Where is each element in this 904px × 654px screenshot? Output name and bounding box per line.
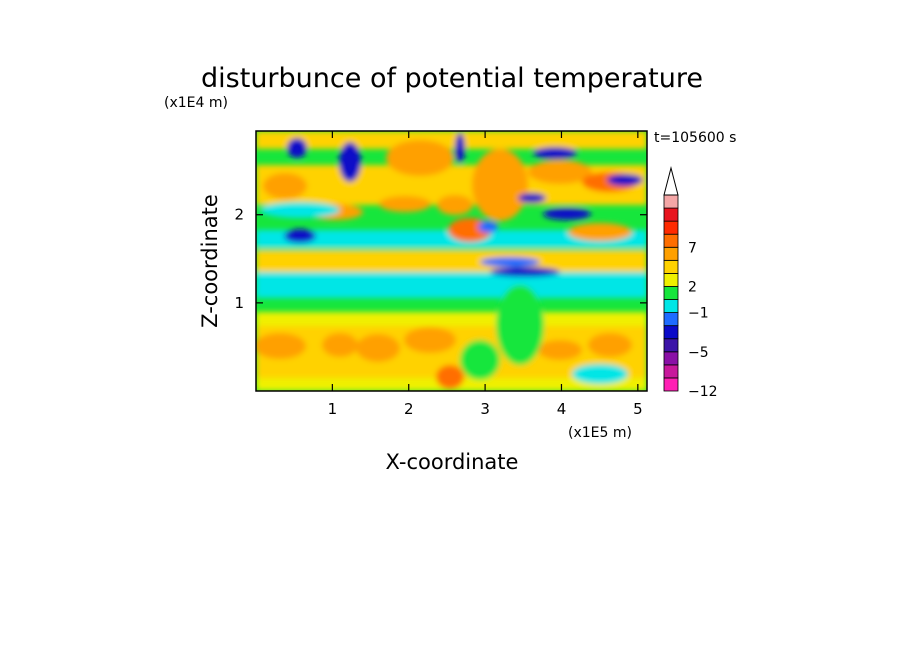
colorbar-swatch [663, 233, 679, 248]
colorbar-swatch [663, 377, 679, 392]
field-blob [404, 327, 456, 353]
colorbar-swatch [663, 259, 679, 274]
field-blob [356, 334, 400, 362]
y-tick-label: 1 [234, 294, 244, 312]
field-blob [528, 160, 592, 184]
field-band [256, 312, 647, 326]
field-blob [480, 257, 540, 267]
field-blob [490, 267, 560, 277]
colorbar-tick-label: −12 [688, 384, 718, 400]
field-blob [460, 340, 500, 380]
colorbar-swatch [663, 207, 679, 222]
x-tick-label: 1 [328, 400, 338, 418]
x-tick-label: 3 [480, 400, 490, 418]
colorbar-swatch [663, 194, 679, 209]
field-blob [543, 208, 591, 220]
colorbar-swatch [663, 286, 679, 300]
colorbar-swatch [663, 272, 679, 287]
colorbar-swatch [663, 220, 679, 235]
colorbar-tick-label: −1 [688, 306, 709, 322]
field-blob [478, 221, 498, 233]
colorbar-swatch [663, 325, 679, 340]
colorbar-extend-arrow [663, 166, 679, 196]
colorbar: 7 2 −1 −5 −12 [663, 166, 718, 400]
x-unit-label: (x1E5 m) [568, 425, 632, 441]
contour-field [256, 131, 647, 391]
field-blob [263, 173, 307, 199]
field-blob [386, 140, 454, 176]
colorbar-swatch [663, 299, 679, 313]
field-blob [437, 195, 473, 215]
field-blob [284, 229, 316, 243]
field-blob [436, 365, 464, 389]
y-axis-label: Z-coordinate [198, 194, 222, 328]
x-axis: 1 2 3 4 5 [328, 131, 643, 418]
x-tick-label: 2 [404, 400, 414, 418]
field-blob [568, 223, 632, 241]
colorbar-tick-label: 2 [688, 279, 697, 295]
field-blob [572, 364, 628, 384]
colorbar-swatch [663, 312, 679, 327]
colorbar-tick-label: −5 [688, 345, 709, 361]
field-blob [455, 133, 465, 163]
field-band [256, 250, 647, 272]
colorbar-swatch [663, 338, 679, 353]
field-blob [538, 340, 582, 360]
y-unit-label: (x1E4 m) [164, 95, 228, 111]
plot-frame [255, 130, 648, 392]
field-blob [533, 147, 577, 159]
x-axis-label: X-coordinate [386, 450, 519, 474]
colorbar-swatch [663, 351, 679, 366]
field-blob [287, 138, 307, 158]
colorbar-swatch [663, 364, 679, 379]
field-band [256, 230, 647, 248]
chart-title: disturbunce of potential temperature [201, 63, 703, 94]
field-blob [588, 333, 632, 357]
field-blob [260, 202, 340, 218]
field-blob [472, 149, 528, 221]
x-tick-label: 5 [633, 400, 643, 418]
y-axis: 12 [234, 206, 647, 312]
field-blob [322, 333, 358, 357]
colorbar-swatch [663, 246, 679, 261]
field-blob [518, 193, 546, 203]
field-features [256, 131, 647, 391]
field-blob [607, 174, 643, 186]
x-tick-label: 4 [557, 400, 567, 418]
field-blob [379, 196, 431, 212]
colorbar-tick-label: 7 [688, 240, 697, 256]
field-band [256, 272, 647, 298]
time-label: t=105600 s [654, 130, 736, 146]
field-blob [496, 285, 544, 365]
field-blob [256, 333, 306, 359]
field-band [256, 131, 647, 149]
y-tick-label: 2 [234, 206, 244, 224]
field-blob [339, 142, 361, 182]
